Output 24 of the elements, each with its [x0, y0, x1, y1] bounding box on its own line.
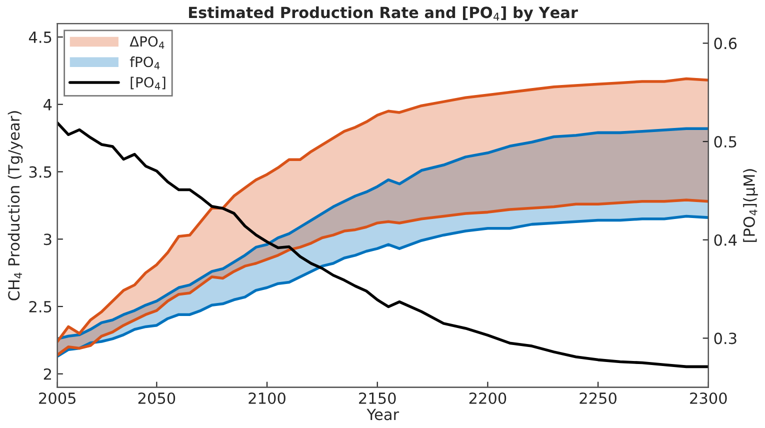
x-tick-label: 2250: [580, 392, 616, 404]
legend-label: ΔPO$_{4}$: [130, 36, 164, 49]
y-tick-label: 3: [44, 234, 52, 246]
y-tick-label: 2.5: [29, 300, 52, 313]
y2-tick-label: 0.6: [714, 38, 737, 50]
y2-tick-label: 0.5: [714, 136, 736, 148]
legend-label: [PO$_{4}$]: [130, 76, 166, 90]
x-tick-label: 2050: [138, 392, 176, 404]
y2-tick-label: 0.4: [714, 234, 737, 246]
x-tick-label: 2100: [248, 392, 286, 404]
y-axis-title: CH$_{4}$ Production (Tg/year): [8, 111, 23, 300]
y-tick-label: 2: [44, 368, 51, 380]
y-tick-label: 4.5: [28, 32, 52, 44]
y-tick-label: 4: [44, 99, 52, 110]
x-axis-title: Year: [366, 408, 400, 420]
y-tick-label: 3.5: [29, 166, 52, 178]
legend-label: fPO$_{4}$: [130, 56, 160, 70]
x-tick-label: 2150: [359, 392, 396, 404]
chart-title: Estimated Production Rate and [PO$_{4}$] by Year: [189, 6, 578, 22]
x-tick-label: 2200: [469, 392, 506, 404]
y2-axis-title: [PO$_{4}$](μM): [743, 169, 758, 242]
y2-tick-label: 0.3: [714, 332, 736, 344]
x-tick-label: 2005: [39, 392, 76, 404]
x-tick-label: 2300: [690, 392, 727, 404]
